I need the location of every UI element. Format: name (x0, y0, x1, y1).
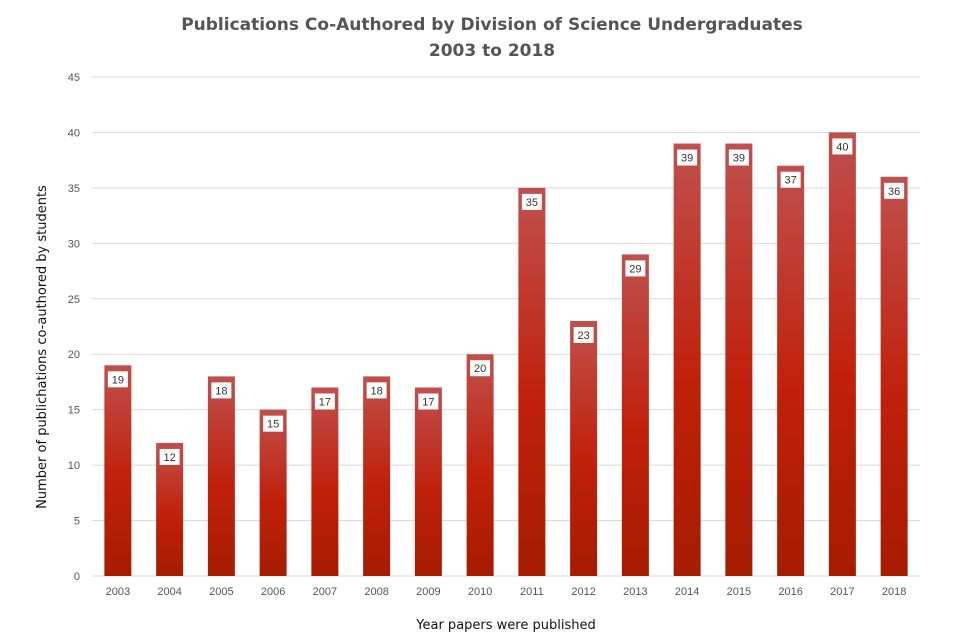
bar-group: 36 (880, 176, 908, 577)
x-tick-label: 2011 (520, 586, 544, 598)
bar (673, 143, 701, 577)
data-label-box (107, 371, 128, 388)
x-tick-label: 2010 (468, 586, 492, 598)
bar (363, 376, 391, 576)
bar-group: 35 (518, 187, 546, 576)
x-tick-label: 2007 (313, 586, 337, 598)
bar-group: 15 (259, 409, 287, 576)
data-label: 17 (319, 396, 331, 408)
bar-group: 17 (414, 387, 442, 576)
data-label: 18 (371, 385, 383, 397)
chart-subtitle: 2003 to 2018 (429, 41, 555, 61)
data-label: 17 (422, 396, 434, 408)
data-label: 29 (629, 263, 641, 275)
data-label-box (728, 149, 749, 166)
data-label: 40 (836, 141, 848, 153)
x-tick-label: 2015 (727, 586, 751, 598)
x-tick-label: 2009 (416, 586, 440, 598)
x-tick-label: 2012 (571, 586, 595, 598)
bar (570, 320, 598, 576)
data-label: 37 (785, 175, 797, 187)
data-label: 19 (112, 374, 124, 386)
bar-group: 18 (363, 376, 391, 576)
y-tick-label: 10 (68, 460, 80, 472)
x-tick-label: 2014 (675, 586, 699, 598)
bar (104, 365, 132, 576)
data-label: 36 (888, 186, 900, 198)
x-axis-title: Year papers were published (415, 618, 595, 633)
x-axis-ticks: 2003 2004 2005 2006 2007 2008 2009 2010 2011 2012… (106, 586, 907, 598)
y-tick-label: 40 (68, 127, 80, 139)
data-label-box (314, 393, 335, 410)
bar-group: 12 (156, 442, 184, 576)
data-label: 20 (474, 363, 486, 375)
y-tick-label: 25 (68, 294, 80, 306)
data-label-box (521, 193, 542, 210)
data-label-box (366, 382, 387, 399)
bar-group: 23 (570, 320, 598, 576)
x-tick-label: 2017 (830, 586, 854, 598)
bar (828, 132, 856, 576)
data-label-box (832, 138, 853, 155)
bar (414, 387, 442, 576)
data-label-box (884, 182, 905, 199)
bar-group: 19 (104, 365, 132, 576)
data-label-box (159, 448, 180, 465)
bar (518, 187, 546, 576)
bar (311, 387, 339, 576)
x-tick-label: 2018 (882, 586, 906, 598)
y-axis-title: Number of publichations co-authored by s… (35, 185, 50, 509)
y-tick-label: 5 (74, 516, 80, 528)
data-label-box (263, 415, 284, 432)
x-tick-label: 2008 (364, 586, 388, 598)
bar-group: 37 (777, 165, 805, 576)
bar (207, 376, 235, 576)
data-label-box (211, 382, 232, 399)
bar-group: 20 (466, 354, 494, 576)
bars: 19 12 18 15 17 18 17 20 35 23 29 39 39 37 40 36 (104, 132, 908, 577)
bar (466, 354, 494, 576)
y-tick-label: 20 (68, 349, 80, 361)
bar-group: 29 (621, 254, 649, 576)
x-tick-label: 2004 (157, 586, 181, 598)
x-tick-label: 2006 (261, 586, 285, 598)
y-tick-label: 15 (68, 405, 80, 417)
bar-group: 18 (207, 376, 235, 576)
data-label: 12 (164, 452, 176, 464)
y-tick-label: 45 (68, 72, 80, 84)
data-label: 35 (526, 197, 538, 209)
data-label: 39 (681, 153, 693, 165)
data-label-box (780, 171, 801, 188)
data-label: 23 (578, 330, 590, 342)
data-label: 18 (215, 385, 227, 397)
bar-group: 17 (311, 387, 339, 576)
bar (725, 143, 753, 577)
data-label: 39 (733, 153, 745, 165)
bar (621, 254, 649, 576)
x-tick-label: 2013 (623, 586, 647, 598)
data-label-box (625, 260, 646, 277)
x-tick-label: 2005 (209, 586, 233, 598)
bar (259, 409, 287, 576)
data-label-box (677, 149, 698, 166)
data-label-box (470, 360, 491, 377)
chart-title: Publications Co-Authored by Division of … (181, 15, 803, 35)
bar (156, 442, 184, 576)
x-tick-label: 2016 (778, 586, 802, 598)
bar (777, 165, 805, 576)
bar-group: 39 (725, 143, 753, 577)
y-tick-label: 0 (74, 571, 80, 583)
x-tick-label: 2003 (106, 586, 130, 598)
data-label-box (418, 393, 439, 410)
y-tick-label: 35 (68, 183, 80, 195)
y-tick-label: 30 (68, 238, 80, 250)
data-label-box (573, 326, 594, 343)
bar (880, 176, 908, 577)
data-label: 15 (267, 419, 279, 431)
y-axis-ticks: 0 5 10 15 20 25 30 35 40 45 (68, 72, 80, 583)
bar-group: 39 (673, 143, 701, 577)
bar-group: 40 (828, 132, 856, 576)
